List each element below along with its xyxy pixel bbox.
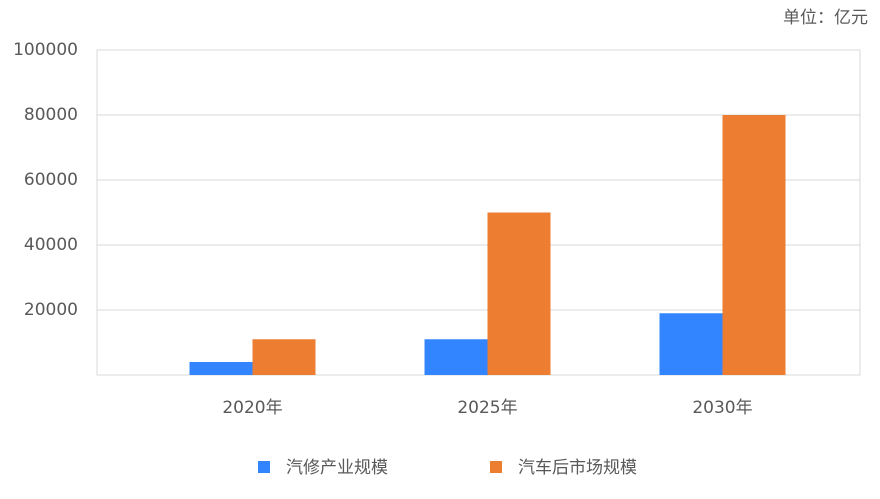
y-tick-label: 20000	[24, 300, 78, 320]
x-tick-label: 2020年	[222, 398, 282, 418]
bar	[722, 115, 786, 375]
bar	[189, 362, 253, 375]
y-tick-label: 60000	[24, 170, 78, 190]
y-tick-label: 80000	[24, 105, 78, 125]
bar	[659, 313, 723, 375]
y-tick-label: 100000	[13, 40, 78, 60]
bar	[487, 212, 551, 375]
x-tick-label: 2030年	[692, 398, 752, 418]
bar	[424, 339, 488, 375]
legend-swatch	[490, 461, 502, 473]
legend-swatch	[258, 461, 270, 473]
bar	[252, 339, 316, 375]
y-tick-label: 40000	[24, 235, 78, 255]
legend-label: 汽车后市场规模	[518, 458, 637, 478]
x-tick-label: 2025年	[457, 398, 517, 418]
unit-note: 单位：亿元	[783, 8, 868, 28]
legend-label: 汽修产业规模	[286, 458, 388, 478]
